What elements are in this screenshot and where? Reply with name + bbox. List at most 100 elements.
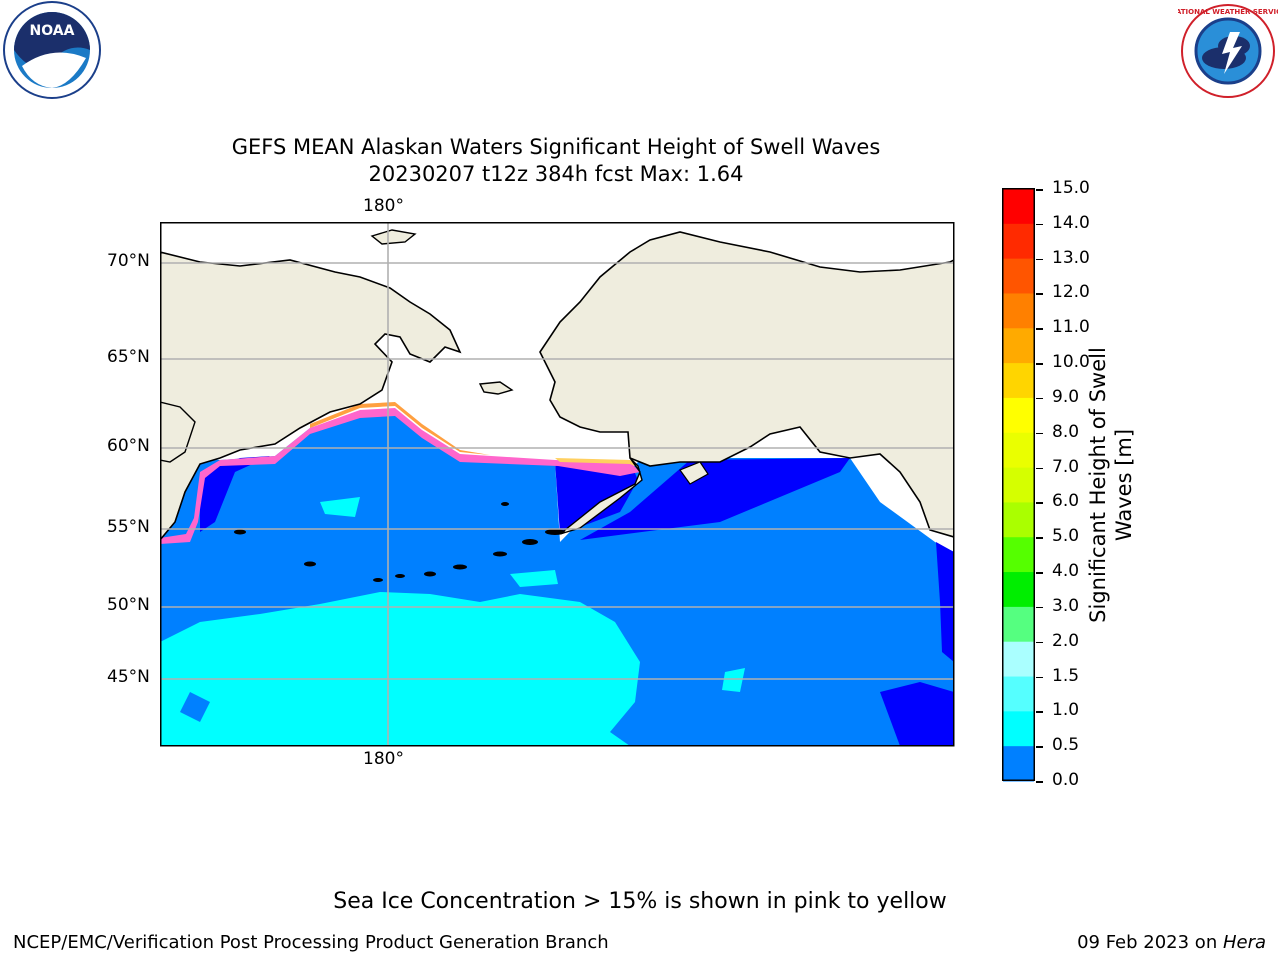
- footer-branch: NCEP/EMC/Verification Post Processing Pr…: [13, 932, 609, 953]
- colorbar-bin: [1003, 537, 1034, 573]
- ice-orange-band: [310, 402, 490, 455]
- noaa-logo: NOAA: [3, 1, 101, 99]
- colorbar-frame: [1002, 188, 1035, 781]
- chart-title: GEFS MEAN Alaskan Waters Significant Hei…: [231, 135, 881, 159]
- ocean-high-patch-3: [722, 668, 745, 692]
- chart-subtitle: 20230207 t12z 384h fcst Max: 1.64: [368, 162, 744, 186]
- colorbar-tick-label: 1.0: [1052, 700, 1080, 721]
- colorbar-bin: [1003, 711, 1034, 747]
- colorbar-tick-mark: [1036, 711, 1043, 713]
- noaa-logo-text: NOAA: [30, 23, 75, 39]
- colorbar-tick-mark: [1036, 363, 1043, 365]
- colorbar-tick-mark: [1036, 397, 1043, 400]
- colorbar-bin: [1003, 328, 1034, 364]
- ocean-field: [160, 410, 954, 746]
- sea-ice-edge: [160, 402, 640, 544]
- colorbar-tick-label: 10.0: [1052, 352, 1090, 373]
- lat-label-50: 50°N: [107, 595, 150, 615]
- colorbar-bin: [1003, 258, 1034, 294]
- colorbar-tick-label: 5.0: [1052, 526, 1080, 547]
- colorbar-tick-mark: [1036, 606, 1043, 609]
- footer-date-host: 09 Feb 2023 on Hera: [1077, 932, 1266, 953]
- colorbar-tick-mark: [1036, 502, 1043, 504]
- colorbar-tick-mark: [1036, 223, 1043, 226]
- ocean-high-patch-1: [320, 497, 360, 517]
- colorbar-bin: [1003, 641, 1034, 678]
- colorbar-tick-mark: [1036, 641, 1043, 644]
- colorbar-tick-mark: [1036, 781, 1043, 783]
- colorbar-tick-label: 1.5: [1052, 665, 1080, 686]
- footer-date: 09 Feb 2023 on: [1077, 932, 1223, 953]
- ocean-low-west: [200, 456, 270, 532]
- lon-label-top: 180°: [363, 196, 404, 216]
- colorbar-tick-label: 14.0: [1052, 212, 1090, 233]
- colorbar-label: Significant Height of Swell Waves [m]: [1085, 295, 1145, 675]
- colorbar-tick-label: 2.0: [1052, 630, 1080, 651]
- colorbar-tick-label: 15.0: [1052, 178, 1090, 198]
- colorbar-tick-label: 0.0: [1052, 770, 1080, 790]
- ocean-low-southeast: [880, 682, 954, 746]
- colorbar-bin: [1003, 676, 1034, 712]
- colorbar-bin: [1003, 223, 1034, 260]
- lat-label-60: 60°N: [107, 436, 150, 456]
- colorbar-tick-mark: [1036, 328, 1043, 330]
- colorbar-tick-mark: [1036, 572, 1043, 574]
- colorbar-bin: [1003, 746, 1034, 782]
- kamchatka-landmass: [160, 401, 196, 463]
- colorbar-bin: [1003, 606, 1034, 643]
- lat-label-55: 55°N: [107, 517, 150, 537]
- ice-yellow-band: [555, 458, 640, 468]
- ocean-low-east: [936, 542, 954, 662]
- ocean-low-bristol: [555, 462, 638, 534]
- colorbar-bin: [1003, 363, 1034, 399]
- colorbar-tick-mark: [1036, 537, 1043, 539]
- colorbar-tick-mark: [1036, 293, 1043, 295]
- colorbar-bin: [1003, 572, 1034, 608]
- colorbar-tick-mark: [1036, 432, 1043, 435]
- colorbar-bin: [1003, 397, 1034, 434]
- colorbar-tick-label: 7.0: [1052, 456, 1080, 477]
- colorbar: [1002, 188, 1035, 782]
- colorbar-bin: [1003, 502, 1034, 538]
- colorbar-tick-mark: [1036, 467, 1043, 470]
- footer-host: Hera: [1222, 932, 1266, 953]
- kodiak-island: [679, 461, 709, 485]
- colorbar-tick-label: 4.0: [1052, 561, 1080, 582]
- colorbar-tick-label: 3.0: [1052, 595, 1080, 616]
- nws-ring-text: NATIONAL WEATHER SERVICE: [1178, 8, 1278, 16]
- colorbar-tick-label: 11.0: [1052, 317, 1090, 338]
- lon-label-bottom: 180°: [363, 749, 404, 769]
- st-lawrence-island: [478, 381, 514, 395]
- ocean-high-south: [160, 592, 640, 746]
- colorbar-tick-mark: [1036, 746, 1043, 748]
- lat-label-70: 70°N: [107, 251, 150, 271]
- colorbar-tick-label: 8.0: [1052, 421, 1080, 442]
- colorbar-tick-mark: [1036, 189, 1043, 191]
- lat-label-65: 65°N: [107, 347, 150, 367]
- colorbar-tick-label: 12.0: [1052, 282, 1090, 303]
- colorbar-tick-label: 0.5: [1052, 735, 1080, 756]
- chukotka-landmass: [160, 251, 462, 542]
- colorbar-bin: [1003, 432, 1034, 469]
- map-frame: [160, 222, 955, 747]
- alaska-landmass: [539, 231, 954, 538]
- alaska-peninsula: [559, 457, 643, 535]
- colorbar-bin: [1003, 189, 1034, 225]
- colorbar-label-line1: Significant Height of Swell: [1086, 347, 1110, 623]
- colorbar-label-line2: Waves [m]: [1112, 428, 1136, 542]
- sea-ice-note: Sea Ice Concentration > 15% is shown in …: [333, 889, 947, 914]
- colorbar-tick-label: 13.0: [1052, 247, 1090, 268]
- ocean-low-gulf: [580, 458, 850, 540]
- swell-map: [160, 222, 955, 747]
- colorbar-tick-mark: [1036, 258, 1043, 261]
- aleutian-islands: [234, 502, 565, 582]
- nws-logo: NATIONAL WEATHER SERVICE: [1178, 4, 1278, 98]
- colorbar-bin: [1003, 293, 1034, 329]
- colorbar-tick-mark: [1036, 676, 1043, 679]
- colorbar-bin: [1003, 467, 1034, 503]
- graticule: [160, 222, 954, 746]
- ocean-mid-patch-1: [180, 692, 210, 722]
- colorbar-tick-label: 6.0: [1052, 491, 1080, 512]
- lat-label-45: 45°N: [107, 667, 150, 687]
- ocean-high-patch-2: [510, 570, 558, 587]
